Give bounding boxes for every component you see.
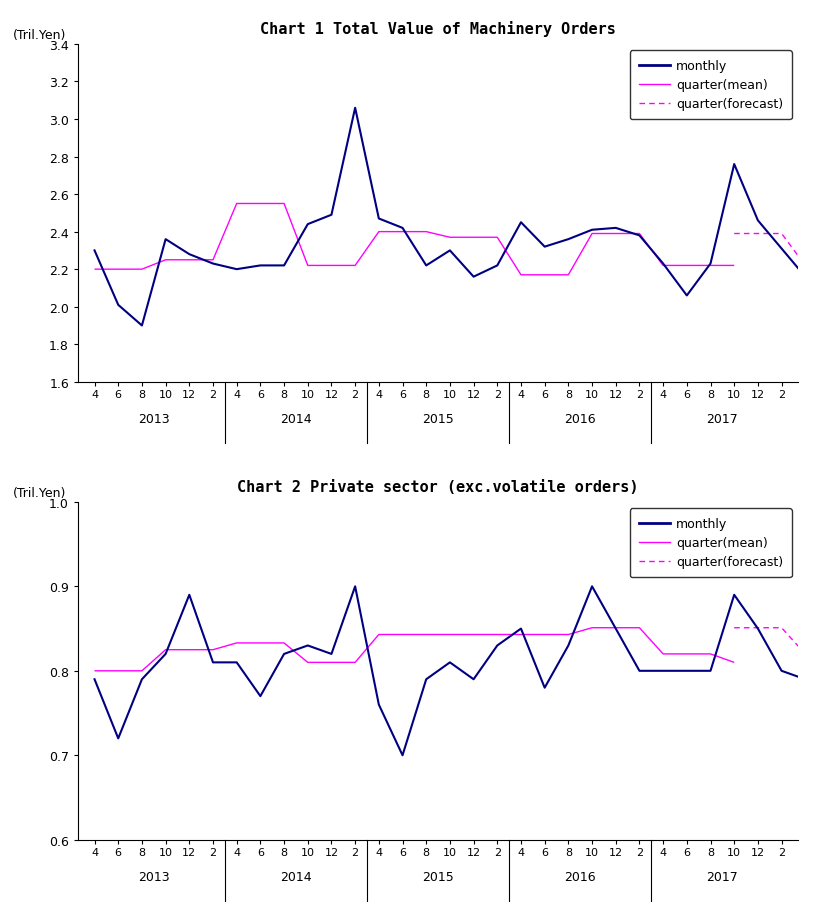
Text: 2013: 2013 [138, 413, 170, 426]
Legend: monthly, quarter(mean), quarter(forecast): monthly, quarter(mean), quarter(forecast… [630, 51, 792, 120]
Text: 2015: 2015 [422, 413, 454, 426]
Text: (Tril.Yen): (Tril.Yen) [13, 486, 66, 499]
Title: Chart 2 Private sector (exc.volatile orders): Chart 2 Private sector (exc.volatile ord… [238, 479, 639, 494]
Legend: monthly, quarter(mean), quarter(forecast): monthly, quarter(mean), quarter(forecast… [630, 509, 792, 577]
Text: 2015: 2015 [422, 870, 454, 883]
Text: 2013: 2013 [138, 870, 170, 883]
Text: 2016: 2016 [564, 413, 596, 426]
Text: 2017: 2017 [707, 870, 738, 883]
Text: 2016: 2016 [564, 870, 596, 883]
Text: (Tril.Yen): (Tril.Yen) [13, 29, 66, 41]
Title: Chart 1 Total Value of Machinery Orders: Chart 1 Total Value of Machinery Orders [260, 21, 616, 37]
Text: 2014: 2014 [280, 870, 312, 883]
Text: 2014: 2014 [280, 413, 312, 426]
Text: 2017: 2017 [707, 413, 738, 426]
